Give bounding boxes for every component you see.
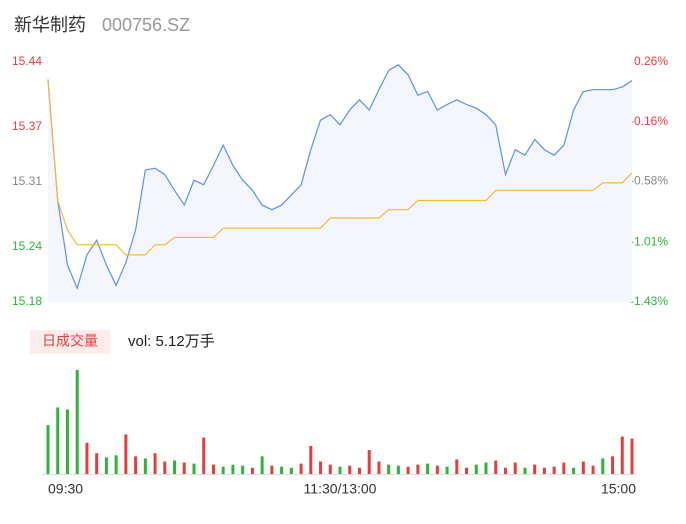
y2-tick-label: 0.26% (634, 54, 668, 68)
volume-bar (182, 462, 186, 474)
y-tick-label: 15.18 (12, 294, 42, 308)
volume-bar (163, 461, 167, 474)
volume-bar (134, 456, 138, 474)
volume-bar (562, 462, 566, 474)
volume-bar (192, 463, 196, 474)
volume-bar (56, 407, 60, 474)
volume-bar (552, 466, 556, 474)
volume-bar (328, 464, 332, 474)
volume-bar (581, 461, 585, 474)
volume-tag-bg (30, 330, 110, 354)
y2-tick-label: -0.16% (630, 114, 668, 128)
y2-tick-label: -0.58% (630, 173, 668, 187)
volume-total: vol: 5.12万手 (128, 333, 215, 350)
volume-bar (124, 434, 128, 474)
volume-bar (104, 457, 108, 474)
volume-tag: 日成交量 (42, 333, 98, 349)
volume-bar (620, 436, 624, 474)
volume-bar (143, 458, 147, 474)
volume-bar (387, 464, 391, 474)
y-tick-label: 15.24 (12, 239, 42, 253)
volume-bar (260, 456, 264, 474)
volume-bar (601, 458, 605, 474)
volume-bar (630, 438, 634, 474)
volume-bar (153, 453, 157, 474)
volume-bar (455, 459, 459, 474)
volume-bar (513, 462, 517, 474)
volume-bar (173, 460, 177, 474)
volume-bar (309, 445, 313, 474)
y2-tick-label: -1.43% (630, 294, 668, 308)
y-tick-label: 15.37 (12, 119, 42, 133)
volume-bar (46, 425, 50, 474)
volume-bar (65, 409, 69, 474)
volume-bar (426, 463, 430, 474)
stock-name: 新华制药 (14, 15, 86, 35)
volume-bar (319, 461, 323, 474)
volume-bar (211, 464, 215, 474)
volume-bar (494, 460, 498, 474)
volume-bar (289, 467, 293, 474)
volume-bar (572, 467, 576, 474)
x-tick-label: 11:30/13:00 (304, 481, 377, 497)
volume-bar (406, 466, 410, 474)
volume-bar (114, 455, 118, 474)
volume-bar (396, 465, 400, 474)
volume-bar (484, 462, 488, 474)
x-tick-label: 15:00 (601, 481, 636, 497)
volume-bar (533, 464, 537, 474)
volume-bar (231, 464, 235, 474)
volume-bar (591, 465, 595, 474)
average-line (47, 80, 633, 256)
volume-bar (465, 467, 469, 474)
volume-bar (542, 467, 546, 474)
volume-bar (250, 467, 254, 474)
volume-bar (75, 370, 79, 474)
volume-bar (357, 467, 361, 474)
volume-bar (348, 465, 352, 474)
volume-bar (523, 467, 527, 474)
volume-bar (367, 450, 371, 474)
volume-bar (280, 466, 284, 474)
volume-bar (299, 463, 303, 474)
volume-bar (503, 467, 507, 474)
x-tick-label: 09:30 (48, 481, 83, 497)
volume-bar (474, 464, 478, 474)
volume-bar (85, 442, 89, 474)
volume-bar (241, 465, 245, 474)
volume-bar (611, 456, 615, 474)
y2-tick-label: -1.01% (630, 235, 668, 249)
volume-bar (416, 464, 420, 474)
y-tick-label: 15.44 (12, 54, 42, 68)
y-tick-label: 15.31 (12, 174, 42, 188)
stock-code: 000756.SZ (102, 15, 190, 35)
volume-bar (445, 466, 449, 474)
volume-bar (435, 465, 439, 474)
volume-bar (95, 453, 99, 474)
volume-bar (202, 437, 206, 474)
price-area (48, 64, 632, 302)
price-line (47, 64, 633, 290)
volume-bar (377, 461, 381, 474)
volume-bar (338, 466, 342, 474)
volume-bar (221, 466, 225, 474)
volume-bar (270, 465, 274, 474)
